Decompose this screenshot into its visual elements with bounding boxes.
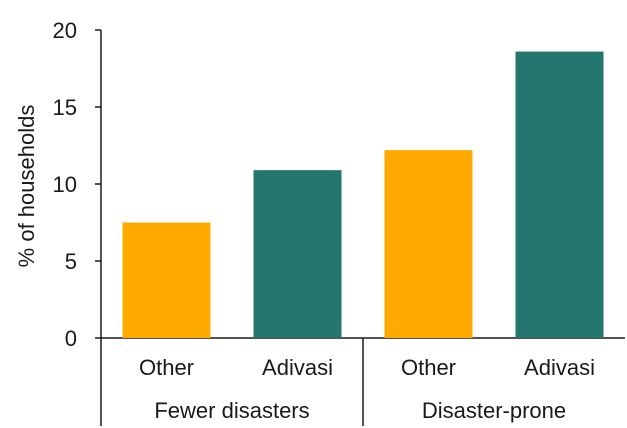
- group-labels: Fewer disasters Disaster-prone: [154, 398, 566, 423]
- category-label: Adivasi: [524, 355, 595, 380]
- category-label: Other: [401, 355, 456, 380]
- y-axis-ticks: 0 5 10 15 20: [53, 18, 101, 351]
- y-tick-label: 10: [53, 172, 77, 197]
- bar-adivasi-disaster-prone: [515, 51, 604, 339]
- group-label: Fewer disasters: [154, 398, 309, 423]
- group-label: Disaster-prone: [422, 398, 566, 423]
- bar-other-fewer-disasters: [122, 222, 211, 338]
- bar-other-disaster-prone: [384, 150, 473, 338]
- y-tick-label: 20: [53, 18, 77, 43]
- bars-layer: [122, 51, 604, 339]
- y-tick-label: 0: [65, 326, 77, 351]
- y-axis-title: % of households: [14, 105, 39, 268]
- category-labels: Other Adivasi Other Adivasi: [139, 355, 595, 380]
- category-label: Other: [139, 355, 194, 380]
- bar-adivasi-fewer-disasters: [253, 170, 342, 338]
- y-tick-label: 5: [65, 249, 77, 274]
- category-label: Adivasi: [262, 355, 333, 380]
- group-separators: [100, 338, 364, 426]
- y-tick-label: 15: [53, 95, 77, 120]
